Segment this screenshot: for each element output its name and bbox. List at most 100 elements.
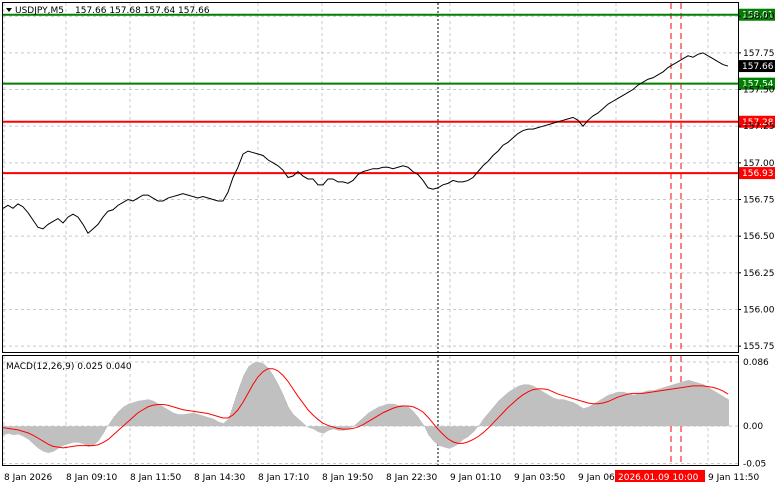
macd-histogram-bar (449, 426, 450, 449)
macd-histogram-bar (308, 426, 309, 428)
macd-histogram-bar (177, 413, 178, 427)
macd-histogram-bar (326, 426, 327, 432)
macd-histogram-bar (192, 412, 193, 427)
macd-histogram-bar (686, 380, 687, 427)
macd-histogram-bar (379, 406, 380, 427)
macd-histogram-bar (444, 426, 445, 448)
macd-histogram-bar (658, 388, 659, 427)
macd-histogram-bar (321, 426, 322, 434)
macd-histogram-bar (714, 390, 715, 427)
macd-histogram-bar (471, 426, 472, 434)
macd-histogram-bar (103, 426, 104, 434)
macd-histogram-bar (564, 399, 565, 427)
macd-histogram-bar (39, 426, 40, 450)
macd-histogram-bar (327, 426, 328, 432)
macd-histogram-bar (126, 404, 127, 427)
macd-histogram-bar (656, 389, 657, 427)
macd-histogram-bar (65, 426, 66, 445)
macd-histogram-bar (49, 426, 50, 453)
collapse-triangle-icon[interactable] (6, 8, 12, 12)
macd-histogram-bar (715, 391, 716, 427)
macd-histogram-bar (460, 426, 461, 443)
macd-histogram-bar (271, 372, 272, 427)
macd-histogram-bar (477, 426, 478, 428)
macd-histogram-bar (537, 388, 538, 427)
macd-histogram-bar (168, 409, 169, 427)
time-tick-label: 9 Jan 01:10 (450, 473, 502, 483)
time-tick-label: 9 Jan 11:50 (708, 473, 760, 483)
macd-histogram-bar (509, 391, 510, 427)
macd-histogram-bar (295, 416, 296, 427)
macd-histogram-bar (709, 387, 710, 427)
macd-histogram-bar (354, 425, 355, 427)
level-label-box (739, 115, 775, 128)
macd-histogram-bar (551, 396, 552, 427)
macd-histogram-bar (412, 410, 413, 427)
macd-histogram-bar (156, 402, 157, 427)
macd-histogram-bar (293, 414, 294, 427)
macd-histogram-bar (86, 426, 87, 446)
level-label: 156.93 (742, 169, 774, 179)
macd-histogram-bar (362, 418, 363, 427)
macd-histogram-bar (431, 426, 432, 439)
macd-histogram-bar (89, 426, 90, 447)
macd-histogram-bar (239, 386, 240, 427)
macd-histogram-bar (346, 426, 347, 430)
macd-histogram-bar (330, 426, 331, 431)
macd-histogram-bar (4, 426, 5, 435)
macd-histogram-bar (287, 404, 288, 427)
macd-histogram-bar (603, 397, 604, 427)
macd-histogram-bar (632, 394, 633, 427)
macd-histogram-bar (593, 403, 594, 427)
macd-histogram-bar (655, 389, 656, 427)
macd-histogram-bar (492, 407, 493, 427)
macd-histogram-bar (151, 400, 152, 427)
macd-histogram-bar (634, 394, 635, 427)
macd-histogram-bar (146, 399, 147, 427)
macd-histogram-bar (673, 384, 674, 427)
macd-histogram-bar (575, 403, 576, 427)
macd-histogram-bar (701, 383, 702, 427)
macd-histogram-bar (322, 426, 323, 434)
macd-histogram-bar (683, 381, 684, 427)
macd-histogram-bar (56, 426, 57, 450)
macd-histogram-bar (283, 394, 284, 427)
macd-histogram-bar (55, 426, 56, 451)
macd-histogram-bar (367, 413, 368, 427)
macd-histogram-bar (386, 404, 387, 427)
macd-histogram-bar (187, 413, 188, 427)
price-panel[interactable] (2, 2, 739, 353)
macd-histogram-bar (207, 416, 208, 427)
macd-histogram-bar (568, 400, 569, 427)
macd-histogram-bar (294, 415, 295, 427)
macd-histogram-bar (577, 404, 578, 427)
macd-histogram-bar (599, 400, 600, 427)
macd-histogram-bar (143, 400, 144, 427)
macd-histogram-bar (132, 402, 133, 427)
macd-histogram-bar (171, 411, 172, 427)
macd-histogram-bar (466, 426, 467, 438)
time-tick-label: 9 Jan 06 (578, 473, 615, 483)
macd-histogram-bar (119, 410, 120, 427)
macd-histogram-bar (469, 426, 470, 436)
macd-histogram-bar (596, 401, 597, 427)
macd-histogram-bar (433, 426, 434, 442)
macd-histogram-bar (366, 414, 367, 427)
macd-histogram-bar (80, 426, 81, 444)
macd-histogram-bar (58, 426, 59, 449)
macd-histogram-bar (224, 422, 225, 427)
macd-histogram-bar (479, 424, 480, 427)
macd-histogram-bar (353, 426, 354, 427)
macd-histogram-bar (697, 382, 698, 427)
macd-histogram-bar (54, 426, 55, 451)
macd-histogram-bar (633, 394, 634, 427)
macd-histogram-bar (722, 395, 723, 427)
macd-histogram-bar (181, 414, 182, 427)
macd-histogram-bar (200, 414, 201, 427)
macd-histogram-bar (454, 426, 455, 447)
macd-histogram-bar (360, 419, 361, 427)
macd-histogram-bar (688, 379, 689, 427)
macd-histogram-bar (439, 426, 440, 446)
macd-histogram-bar (565, 399, 566, 427)
